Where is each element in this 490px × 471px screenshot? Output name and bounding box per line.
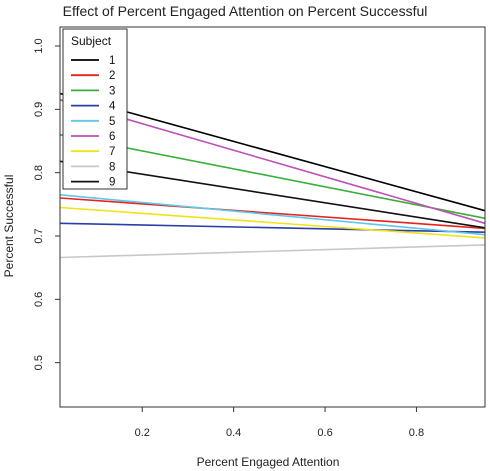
x-tick-label: 0.2 xyxy=(135,427,150,439)
legend-box xyxy=(62,28,128,190)
y-tick-label: 0.6 xyxy=(33,292,45,307)
y-tick-label: 0.9 xyxy=(33,102,45,117)
legend-label-5: 5 xyxy=(109,116,115,128)
x-tick-label: 0.8 xyxy=(409,427,424,439)
legend-label-4: 4 xyxy=(109,101,116,113)
x-tick-label: 0.6 xyxy=(317,427,332,439)
legend-label-2: 2 xyxy=(109,70,115,82)
legend-label-3: 3 xyxy=(109,85,115,97)
series-line-6 xyxy=(59,99,486,225)
y-tick-label: 0.5 xyxy=(33,355,45,370)
series-line-1 xyxy=(59,92,486,212)
series-line-7 xyxy=(59,206,486,239)
plot-lines xyxy=(59,92,486,259)
axes: 0.2 0.4 0.6 0.8 0.5 0.6 0.7 0.8 0.9 1.0 xyxy=(33,26,486,439)
series-line-8 xyxy=(59,244,486,259)
series-line-3 xyxy=(59,133,486,220)
x-tick-label: 0.4 xyxy=(226,427,241,439)
series-line-9 xyxy=(59,160,486,229)
legend-label-7: 7 xyxy=(109,146,115,158)
y-axis-label: Percent Successful xyxy=(2,175,16,278)
legend: Subject 1 2 3 4 5 6 7 8 9 xyxy=(62,28,128,190)
legend-label-9: 9 xyxy=(109,177,115,189)
y-tick-label: 0.7 xyxy=(33,228,45,243)
series-line-4 xyxy=(59,222,486,233)
y-tick-label: 0.8 xyxy=(33,165,45,180)
legend-label-8: 8 xyxy=(109,161,115,173)
legend-title: Subject xyxy=(71,34,112,48)
y-tick-label: 1.0 xyxy=(33,38,45,53)
legend-label-1: 1 xyxy=(109,55,115,67)
plot-frame xyxy=(59,26,486,408)
series-line-2 xyxy=(59,197,486,230)
legend-label-6: 6 xyxy=(109,131,115,143)
series-line-5 xyxy=(59,194,486,236)
chart-title: Effect of Percent Engaged Attention on P… xyxy=(63,3,428,19)
x-axis-label: Percent Engaged Attention xyxy=(197,455,340,469)
